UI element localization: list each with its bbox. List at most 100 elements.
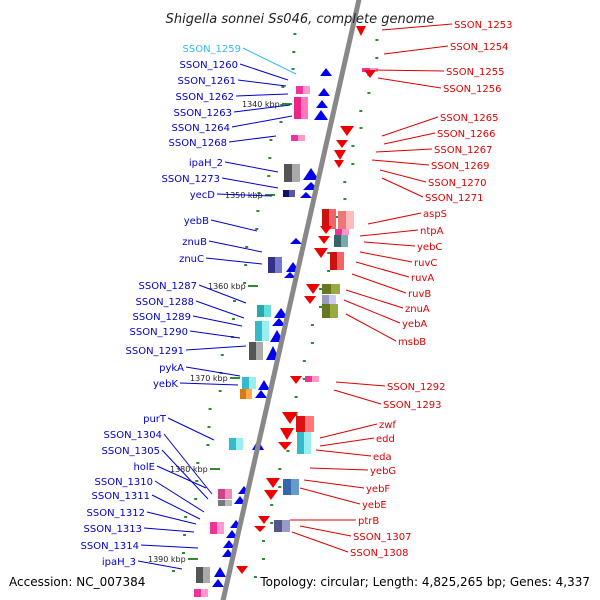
- gene-label[interactable]: znuC: [179, 254, 204, 265]
- gene-feature-box: [338, 211, 346, 229]
- gene-label[interactable]: SSON_1307: [353, 532, 412, 543]
- gene-label[interactable]: ruvC: [414, 258, 437, 269]
- tick-mark: [351, 145, 355, 147]
- forward-gene-arrow: [316, 100, 328, 108]
- gene-label[interactable]: znuB: [182, 237, 207, 248]
- gene-label[interactable]: SSON_1313: [84, 524, 143, 535]
- gene-label[interactable]: ruvB: [408, 289, 431, 300]
- gene-label[interactable]: SSON_1259: [183, 44, 242, 55]
- gene-label[interactable]: pykA: [159, 363, 184, 374]
- gene-label[interactable]: yebC: [417, 242, 442, 253]
- gene-label[interactable]: SSON_1266: [437, 129, 496, 140]
- gene-label[interactable]: SSON_1310: [95, 477, 154, 488]
- gene-feature-box: [225, 489, 232, 499]
- forward-gene-arrow: [272, 318, 286, 326]
- gene-label[interactable]: SSON_1293: [383, 400, 442, 411]
- gene-feature-box: [292, 164, 300, 182]
- reverse-gene-arrow: [282, 412, 298, 424]
- gene-label[interactable]: SSON_1292: [387, 382, 446, 393]
- tick-mark: [359, 127, 363, 129]
- gene-label[interactable]: yebA: [402, 319, 427, 330]
- gene-label[interactable]: SSON_1311: [92, 491, 151, 502]
- gene-feature-box: [330, 304, 338, 318]
- gene-label[interactable]: SSON_1271: [425, 193, 484, 204]
- tick-mark: [367, 92, 371, 94]
- tick-mark: [278, 468, 282, 470]
- gene-label[interactable]: SSON_1264: [172, 123, 231, 134]
- gene-label[interactable]: yebB: [184, 216, 209, 227]
- gene-label[interactable]: yecD: [190, 190, 216, 201]
- gene-label[interactable]: SSON_1270: [428, 178, 487, 189]
- tick-mark: [281, 86, 285, 88]
- gene-label[interactable]: SSON_1268: [169, 138, 228, 149]
- forward-gene-arrow: [284, 272, 296, 278]
- gene-label[interactable]: zwf: [379, 420, 396, 431]
- gene-label[interactable]: SSON_1255: [446, 67, 505, 78]
- gene-label[interactable]: ipaH_3: [102, 557, 136, 568]
- gene-feature-box: [283, 479, 291, 495]
- label-connector: [235, 93, 289, 97]
- gene-label[interactable]: aspS: [423, 209, 447, 220]
- tick-mark: [319, 288, 323, 290]
- gene-label[interactable]: eda: [373, 452, 392, 463]
- gene-label[interactable]: znuA: [405, 304, 430, 315]
- reverse-gene-arrow: [334, 160, 344, 168]
- gene-label[interactable]: SSON_1269: [431, 161, 490, 172]
- gene-label[interactable]: SSON_1287: [139, 281, 198, 292]
- label-connector: [221, 177, 279, 189]
- gene-label[interactable]: SSON_1308: [350, 548, 409, 559]
- gene-label[interactable]: SSON_1263: [174, 108, 233, 119]
- gene-label[interactable]: ipaH_2: [189, 158, 223, 169]
- label-connector: [137, 560, 183, 570]
- gene-label[interactable]: SSON_1254: [450, 42, 509, 53]
- gene-label[interactable]: ntpA: [420, 226, 444, 237]
- tick-mark: [196, 462, 200, 464]
- gene-label[interactable]: SSON_1289: [133, 312, 192, 323]
- label-connector: [333, 389, 382, 405]
- gene-feature-box: [240, 389, 246, 399]
- reverse-gene-arrow: [314, 248, 328, 258]
- gene-label[interactable]: SSON_1253: [454, 20, 513, 31]
- kbp-marks: 1340 kbp 1350 kbp 1360 kbp 1370 kbp 1380 kbp…: [148, 100, 292, 564]
- tick-mark: [270, 504, 274, 506]
- gene-labels[interactable]: SSON_1259 SSON_1260 SSON_1261 SSON_1262 SSON…: [81, 20, 513, 568]
- tick-mark: [206, 444, 210, 446]
- gene-label[interactable]: ruvA: [411, 273, 434, 284]
- gene-label[interactable]: SSON_1262: [176, 92, 235, 103]
- kbp-tick: [210, 468, 220, 470]
- gene-label[interactable]: SSON_1260: [180, 60, 239, 71]
- gene-label[interactable]: SSON_1273: [162, 174, 221, 185]
- gene-label[interactable]: SSON_1267: [434, 145, 493, 156]
- gene-label[interactable]: SSON_1291: [126, 346, 185, 357]
- gene-label[interactable]: SSON_1312: [87, 508, 146, 519]
- gene-label[interactable]: SSON_1288: [136, 297, 195, 308]
- gene-label[interactable]: yebE: [362, 500, 387, 511]
- gene-label[interactable]: SSON_1265: [440, 113, 499, 124]
- gene-label[interactable]: SSON_1261: [178, 76, 237, 87]
- gene-label[interactable]: yebG: [370, 466, 396, 477]
- gene-feature-box: [282, 520, 290, 532]
- gene-label[interactable]: edd: [376, 434, 395, 445]
- gene-label[interactable]: SSON_1256: [443, 84, 502, 95]
- gene-label[interactable]: SSON_1290: [130, 327, 189, 338]
- gene-feature-box: [249, 342, 256, 360]
- gene-label[interactable]: purT: [143, 414, 167, 425]
- gene-label[interactable]: yebF: [366, 484, 390, 495]
- gene-label[interactable]: SSON_1305: [102, 446, 161, 457]
- label-connector: [143, 527, 195, 533]
- forward-gene-arrow: [290, 238, 302, 244]
- gene-label[interactable]: yebK: [153, 379, 178, 390]
- label-connector: [383, 132, 436, 145]
- gene-label[interactable]: msbB: [398, 337, 426, 348]
- kbp-label: 1340 kbp: [242, 100, 280, 109]
- tick-mark: [257, 192, 261, 194]
- gene-feature-box: [331, 284, 340, 294]
- gene-label[interactable]: SSON_1314: [81, 541, 140, 552]
- gene-label[interactable]: ptrB: [358, 516, 379, 527]
- tick-mark: [245, 246, 249, 248]
- label-connector: [381, 23, 453, 31]
- gene-label[interactable]: holE: [133, 462, 155, 473]
- gene-feature-box: [268, 257, 275, 273]
- gene-feature-box: [256, 342, 263, 360]
- gene-label[interactable]: SSON_1304: [104, 430, 163, 441]
